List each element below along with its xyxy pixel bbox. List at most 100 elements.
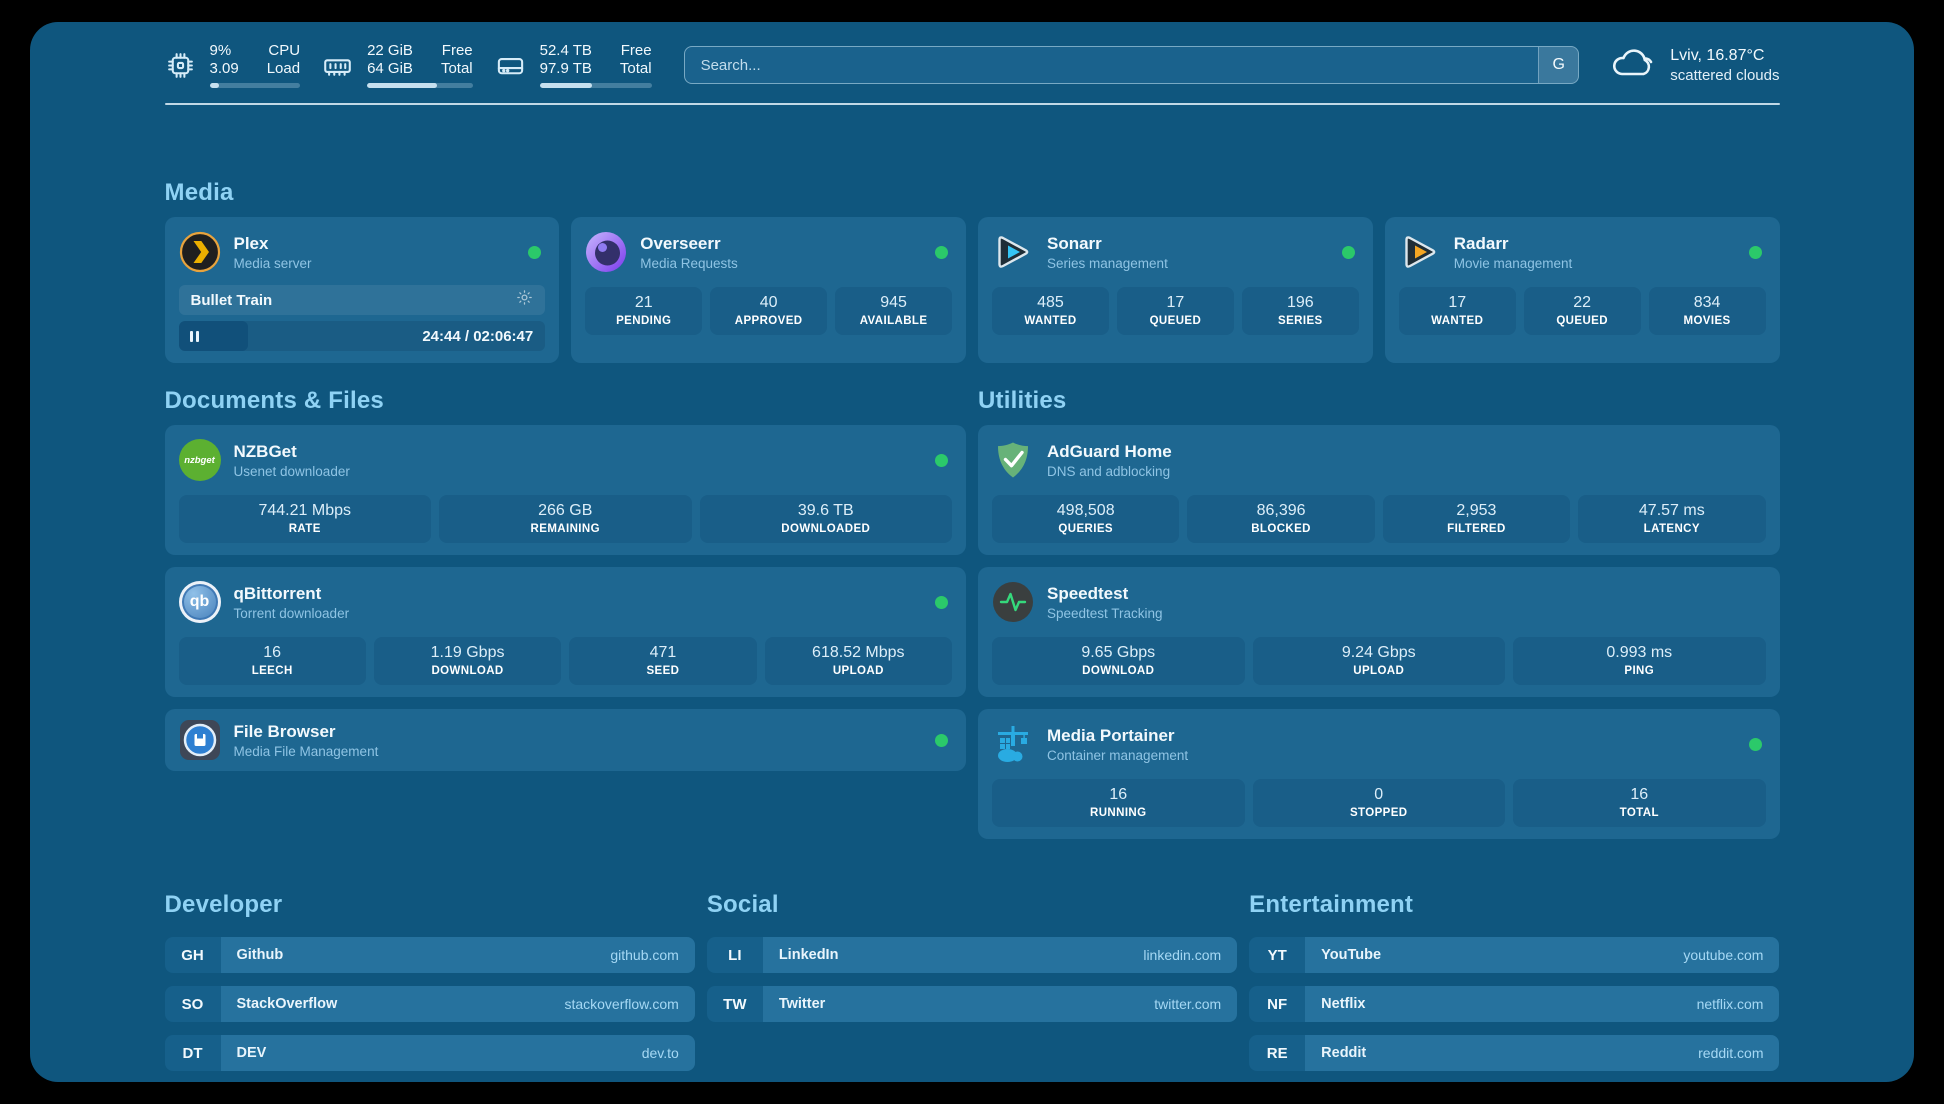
app-card-radarr[interactable]: Radarr Movie management 17 WANTED 22 QUE… — [1384, 217, 1780, 363]
overseerr-icon — [585, 231, 627, 273]
status-dot — [1748, 737, 1762, 751]
stat-ping: 0.993 ms PING — [1513, 637, 1766, 685]
utilities-column: AdGuard Home DNS and adblocking 498,508 … — [978, 425, 1780, 839]
memory-stat: 22 GiB Free 64 GiB Total — [322, 42, 473, 88]
link-abbr: SO — [164, 986, 221, 1022]
app-description: Container management — [1047, 747, 1189, 763]
link-url: reddit.com — [1698, 1045, 1764, 1061]
stat-remaining: 266 GB REMAINING — [439, 495, 692, 543]
pause-icon[interactable] — [189, 330, 199, 342]
link-abbr: NF — [1249, 986, 1306, 1022]
app-card-adguard[interactable]: AdGuard Home DNS and adblocking 498,508 … — [978, 425, 1780, 555]
link-name: YouTube — [1321, 947, 1382, 963]
stat-pending: 21 PENDING — [585, 287, 703, 335]
ram-free-value: 22 GiB — [367, 42, 413, 59]
middle-grid: nzbget NZBGet Usenet downloader 744.21 M… — [164, 425, 1780, 839]
app-description: Usenet downloader — [233, 463, 350, 479]
sonarr-icon — [992, 231, 1034, 273]
developer-links: GH Github github.com SO StackOverflow st… — [164, 937, 695, 1071]
link-github[interactable]: GH Github github.com — [164, 937, 695, 973]
stat-leech: 16 LEECH — [178, 637, 366, 685]
stat-queued: 22 QUEUED — [1523, 287, 1641, 335]
section-title-entertainment: Entertainment — [1249, 891, 1414, 918]
playback-time: 24:44 / 02:06:47 — [422, 327, 534, 345]
app-name: AdGuard Home — [1047, 441, 1172, 461]
playback-progress-bar[interactable]: 24:44 / 02:06:47 — [178, 321, 546, 351]
disk-progress-bar — [539, 83, 652, 88]
link-url: github.com — [610, 947, 679, 963]
app-card-portainer[interactable]: Media Portainer Container management 16 … — [978, 709, 1780, 839]
status-dot — [528, 245, 542, 259]
filebrowser-icon — [179, 719, 221, 761]
status-dot — [935, 595, 948, 609]
ram-progress-bar — [367, 83, 473, 88]
app-card-overseerr[interactable]: Overseerr Media Requests 21 PENDING 40 A… — [571, 217, 966, 363]
link-youtube[interactable]: YT YouTube youtube.com — [1249, 937, 1780, 973]
documents-column: nzbget NZBGet Usenet downloader 744.21 M… — [164, 425, 966, 771]
link-dev[interactable]: DT DEV dev.to — [164, 1035, 695, 1071]
cpu-icon — [165, 50, 196, 81]
app-card-plex[interactable]: Plex Media server Bullet Train 24:44 / 0… — [164, 217, 560, 363]
now-playing-row: Bullet Train — [178, 285, 546, 315]
disk-progress-fill — [539, 83, 593, 88]
ram-icon — [322, 50, 353, 81]
stat-rate: 744.21 Mbps RATE — [178, 495, 431, 543]
link-twitter[interactable]: TW Twitter twitter.com — [706, 986, 1238, 1022]
app-name: Sonarr — [1047, 233, 1102, 253]
link-name: Github — [236, 947, 284, 963]
link-netflix[interactable]: NF Netflix netflix.com — [1249, 986, 1780, 1022]
search-engine-button[interactable]: G — [1538, 47, 1579, 83]
link-name: Twitter — [778, 996, 826, 1012]
ram-total-label: Total — [440, 60, 473, 77]
stat-series: 196 SERIES — [1241, 287, 1359, 335]
stat-upload: 9.24 Gbps UPLOAD — [1252, 637, 1505, 685]
stat-stopped: 0 STOPPED — [1252, 779, 1505, 827]
ram-free-label: Free — [441, 42, 473, 59]
stat-latency: 47.57 ms LATENCY — [1578, 495, 1766, 543]
cpu-usage-label: CPU — [268, 42, 301, 59]
app-name: File Browser — [233, 721, 336, 741]
adguard-icon — [992, 439, 1034, 481]
ram-progress-fill — [367, 83, 437, 88]
stat-running: 16 RUNNING — [992, 779, 1245, 827]
link-abbr: RE — [1249, 1035, 1306, 1071]
link-url: youtube.com — [1683, 947, 1764, 963]
app-card-filebrowser[interactable]: File Browser Media File Management — [164, 709, 966, 771]
stat-download: 1.19 Gbps DOWNLOAD — [373, 637, 562, 685]
stat-movies: 834 MOVIES — [1648, 287, 1766, 335]
cpu-progress-bar — [209, 83, 301, 88]
link-abbr: DT — [164, 1035, 221, 1071]
disk-free-label: Free — [620, 42, 652, 59]
link-abbr: TW — [706, 986, 763, 1022]
search-input[interactable] — [683, 46, 1580, 84]
link-reddit[interactable]: RE Reddit reddit.com — [1249, 1035, 1780, 1071]
media-grid: Plex Media server Bullet Train 24:44 / 0… — [164, 217, 1780, 363]
app-card-nzbget[interactable]: nzbget NZBGet Usenet downloader 744.21 M… — [164, 425, 966, 555]
section-title-social: Social — [706, 891, 779, 918]
link-stackoverflow[interactable]: SO StackOverflow stackoverflow.com — [164, 986, 695, 1022]
cpu-load-label: Load — [266, 60, 301, 77]
speedtest-icon — [992, 581, 1034, 623]
plex-icon — [179, 231, 221, 273]
app-card-sonarr[interactable]: Sonarr Series management 485 WANTED 17 Q… — [978, 217, 1373, 363]
disk-icon — [495, 50, 526, 81]
status-dot — [935, 245, 948, 259]
settings-icon[interactable] — [516, 289, 533, 311]
stat-approved: 40 APPROVED — [710, 287, 828, 335]
link-name: Netflix — [1321, 996, 1366, 1012]
section-title-media: Media — [164, 179, 234, 206]
link-url: netflix.com — [1696, 996, 1764, 1012]
app-description: Media server — [233, 255, 312, 271]
app-name: qBittorrent — [233, 583, 322, 603]
disk-free-value: 52.4 TB — [539, 42, 592, 59]
stat-total: 16 TOTAL — [1513, 779, 1766, 827]
app-card-speedtest[interactable]: Speedtest Speedtest Tracking 9.65 Gbps D… — [978, 567, 1780, 697]
cpu-usage-value: 9% — [209, 42, 232, 59]
qbittorrent-icon: qb — [178, 581, 221, 623]
section-title-utilities: Utilities — [978, 387, 1067, 414]
status-dot — [935, 453, 948, 467]
link-url: stackoverflow.com — [564, 996, 679, 1012]
status-dot — [1341, 245, 1355, 259]
link-linkedin[interactable]: LI LinkedIn linkedin.com — [706, 937, 1238, 973]
app-card-qbittorrent[interactable]: qb qBittorrent Torrent downloader 16 LEE… — [164, 567, 966, 697]
